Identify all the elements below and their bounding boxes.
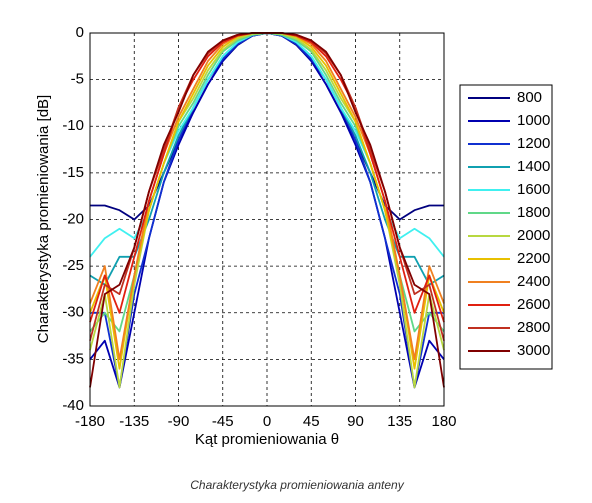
x-tick-label: -180 <box>75 413 105 430</box>
y-tick-label: -5 <box>71 71 84 88</box>
y-tick-label: -40 <box>62 397 84 414</box>
x-tick-label: 45 <box>303 413 320 430</box>
x-tick-label: 90 <box>347 413 364 430</box>
legend-label: 800 <box>517 89 542 106</box>
y-tick-label: -35 <box>62 350 84 367</box>
legend-label: 1200 <box>517 135 550 152</box>
x-tick-label: 135 <box>387 413 412 430</box>
y-tick-label: -30 <box>62 304 84 321</box>
y-axis-label: Charakterystyka promieniowania [dB] <box>35 95 52 343</box>
legend-label: 2400 <box>517 273 550 290</box>
plot-border <box>89 32 445 407</box>
legend-label: 2000 <box>517 227 550 244</box>
y-tick-label: -25 <box>62 257 84 274</box>
legend-label: 1800 <box>517 204 550 221</box>
y-tick-label: 0 <box>76 24 84 41</box>
x-tick-label: -90 <box>168 413 190 430</box>
legend-label: 3000 <box>517 342 550 359</box>
caption: Charakterystyka promieniowania anteny <box>190 478 404 492</box>
legend-label: 2800 <box>517 319 550 336</box>
x-tick-label: 180 <box>431 413 456 430</box>
y-tick-label: -15 <box>62 164 84 181</box>
x-tick-label: 0 <box>263 413 271 430</box>
x-axis-label: Kąt promieniowania θ <box>195 431 339 448</box>
legend-label: 1000 <box>517 112 550 129</box>
y-tick-label: -10 <box>62 117 84 134</box>
x-tick-label: -45 <box>212 413 234 430</box>
x-tick-label: -135 <box>119 413 149 430</box>
legend-label: 1600 <box>517 181 550 198</box>
y-tick-label: -20 <box>62 210 84 227</box>
legend-label: 1400 <box>517 158 550 175</box>
legend-label: 2600 <box>517 296 550 313</box>
legend-label: 2200 <box>517 250 550 267</box>
legend-box <box>459 84 553 370</box>
